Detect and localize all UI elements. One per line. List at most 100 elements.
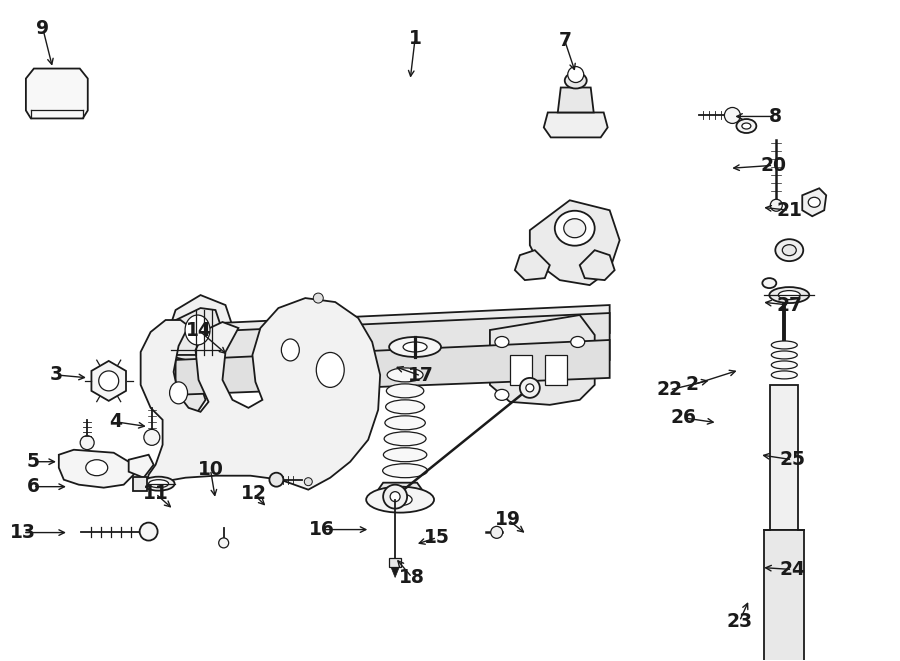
Circle shape	[313, 293, 323, 303]
Text: 13: 13	[10, 523, 36, 542]
Bar	[132, 477, 147, 490]
Bar	[544, 355, 567, 385]
Circle shape	[140, 523, 158, 541]
Polygon shape	[156, 355, 205, 420]
Text: 8: 8	[769, 107, 782, 126]
Ellipse shape	[762, 278, 777, 288]
Text: 3: 3	[50, 366, 62, 385]
Ellipse shape	[771, 341, 797, 349]
Text: 18: 18	[399, 568, 425, 587]
Ellipse shape	[742, 123, 751, 129]
Polygon shape	[166, 308, 220, 355]
Ellipse shape	[495, 389, 508, 401]
Text: 22: 22	[656, 380, 682, 399]
Ellipse shape	[148, 480, 168, 488]
Text: 9: 9	[36, 19, 50, 38]
Text: 11: 11	[143, 484, 168, 503]
Ellipse shape	[385, 400, 425, 414]
Circle shape	[80, 436, 94, 449]
Polygon shape	[530, 200, 619, 285]
Polygon shape	[176, 305, 609, 333]
Polygon shape	[92, 361, 126, 401]
Polygon shape	[58, 449, 134, 488]
Ellipse shape	[571, 336, 585, 348]
Text: 14: 14	[185, 321, 211, 340]
Circle shape	[144, 430, 160, 446]
Text: 16: 16	[310, 520, 335, 539]
Text: 4: 4	[109, 412, 122, 432]
Ellipse shape	[366, 486, 434, 513]
Text: 21: 21	[777, 201, 802, 219]
Ellipse shape	[388, 494, 412, 506]
Bar	[389, 557, 401, 566]
Bar	[510, 355, 532, 385]
Circle shape	[568, 67, 584, 83]
Ellipse shape	[565, 73, 587, 89]
Ellipse shape	[387, 368, 423, 382]
Bar	[770, 385, 798, 529]
Circle shape	[304, 478, 312, 486]
Text: 6: 6	[26, 477, 40, 496]
Text: 15: 15	[424, 528, 450, 547]
Polygon shape	[371, 483, 429, 500]
Circle shape	[99, 371, 119, 391]
Polygon shape	[176, 313, 609, 360]
Ellipse shape	[86, 460, 108, 476]
Polygon shape	[140, 298, 380, 490]
Polygon shape	[802, 188, 826, 216]
Ellipse shape	[382, 464, 428, 478]
Text: 2: 2	[686, 375, 699, 395]
Ellipse shape	[383, 447, 427, 462]
Text: 23: 23	[726, 612, 752, 631]
Ellipse shape	[389, 337, 441, 357]
Ellipse shape	[775, 239, 804, 261]
Text: 5: 5	[26, 452, 40, 471]
Ellipse shape	[386, 384, 424, 398]
Ellipse shape	[403, 342, 427, 352]
Text: 25: 25	[779, 450, 806, 469]
Ellipse shape	[771, 371, 797, 379]
Ellipse shape	[770, 287, 809, 303]
Circle shape	[491, 526, 503, 538]
Ellipse shape	[736, 119, 756, 133]
Ellipse shape	[316, 352, 344, 387]
Text: 7: 7	[558, 31, 572, 50]
Text: 17: 17	[408, 366, 434, 385]
Ellipse shape	[142, 477, 175, 490]
Text: 27: 27	[777, 295, 802, 315]
Polygon shape	[176, 340, 609, 395]
Ellipse shape	[778, 291, 800, 299]
Text: 10: 10	[198, 460, 223, 479]
Text: 19: 19	[495, 510, 521, 529]
Polygon shape	[580, 250, 615, 280]
Bar	[764, 529, 805, 661]
Ellipse shape	[185, 315, 210, 345]
Ellipse shape	[771, 361, 797, 369]
Text: 1: 1	[409, 29, 421, 48]
Ellipse shape	[169, 382, 187, 404]
Ellipse shape	[554, 211, 595, 246]
Ellipse shape	[782, 245, 796, 256]
Circle shape	[526, 384, 534, 392]
Polygon shape	[160, 295, 236, 385]
Circle shape	[390, 492, 400, 502]
Polygon shape	[490, 315, 595, 405]
Ellipse shape	[808, 197, 820, 208]
Text: 26: 26	[670, 408, 697, 427]
Polygon shape	[129, 455, 154, 478]
Ellipse shape	[385, 416, 426, 430]
Circle shape	[383, 485, 407, 508]
Ellipse shape	[495, 336, 508, 348]
Circle shape	[269, 473, 284, 486]
Polygon shape	[26, 69, 88, 118]
Polygon shape	[544, 112, 608, 137]
Ellipse shape	[282, 339, 300, 361]
Polygon shape	[515, 250, 550, 280]
Text: 24: 24	[779, 560, 806, 579]
Circle shape	[770, 199, 782, 212]
Polygon shape	[392, 568, 399, 578]
Circle shape	[219, 538, 229, 548]
Circle shape	[520, 378, 540, 398]
Text: 20: 20	[760, 156, 787, 175]
Polygon shape	[558, 87, 594, 112]
